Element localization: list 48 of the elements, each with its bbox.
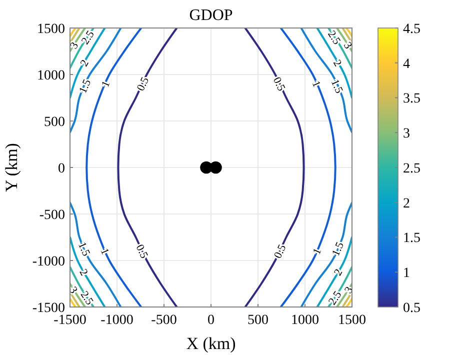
y-tick-label: -1500 [32, 300, 65, 316]
y-tick-label: 0 [58, 161, 65, 176]
x-tick-label: -1000 [100, 313, 134, 328]
text: 1 [99, 79, 113, 90]
color-bar-label: 2.5 [403, 161, 420, 176]
x-tick-label: 500 [248, 313, 268, 328]
color-bar-label: 3 [403, 126, 410, 142]
color-bar-label: 4 [403, 56, 410, 72]
text: 2.5 [78, 289, 96, 308]
text: 2 [330, 58, 344, 69]
x-tick-label: -1500 [54, 313, 86, 328]
text: 0.5 [133, 242, 150, 260]
y-tick-label: -500 [39, 208, 65, 223]
color-bar-label: 4.5 [403, 22, 420, 37]
text: 2.5 [79, 28, 97, 47]
text: 1.5 [328, 78, 346, 96]
text: 0.5 [270, 75, 288, 94]
text: 1.5 [77, 78, 94, 96]
x-tick-label: -500 [151, 313, 177, 328]
text: 3 [68, 40, 82, 52]
text: 1 [309, 79, 323, 90]
y-axis-title: Y (km) [2, 143, 21, 192]
color-bar-label: 1.5 [403, 231, 420, 246]
text: 2 [76, 267, 90, 278]
text: 2 [78, 58, 92, 69]
color-bar-label: 2 [403, 196, 410, 212]
text: 2.5 [326, 289, 344, 308]
color-bar-label: 0.5 [403, 300, 420, 316]
color-bar-label: 3.5 [403, 92, 420, 107]
y-tick-label: 1000 [37, 68, 65, 84]
text: 1 [310, 246, 324, 256]
text: 1.5 [76, 240, 92, 258]
text: 2 [332, 267, 346, 278]
text: 2.5 [325, 28, 343, 47]
color-bar-label: 1 [403, 266, 410, 282]
y-tick-label: -1000 [32, 254, 65, 270]
chart-title: GDOP [189, 7, 233, 24]
x-tick-label: 1000 [291, 313, 319, 328]
text: 0.5 [134, 75, 152, 93]
x-tick-label: 1500 [338, 313, 366, 328]
text: 1.5 [330, 240, 346, 258]
y-tick-label: 1500 [37, 22, 65, 37]
text: 1 [98, 246, 112, 256]
text: 3 [340, 40, 354, 52]
x-axis-title: X (km) [186, 334, 236, 353]
text: 0.5 [272, 242, 289, 260]
y-tick-label: 500 [44, 114, 65, 130]
x-tick-label: 0 [208, 313, 214, 328]
